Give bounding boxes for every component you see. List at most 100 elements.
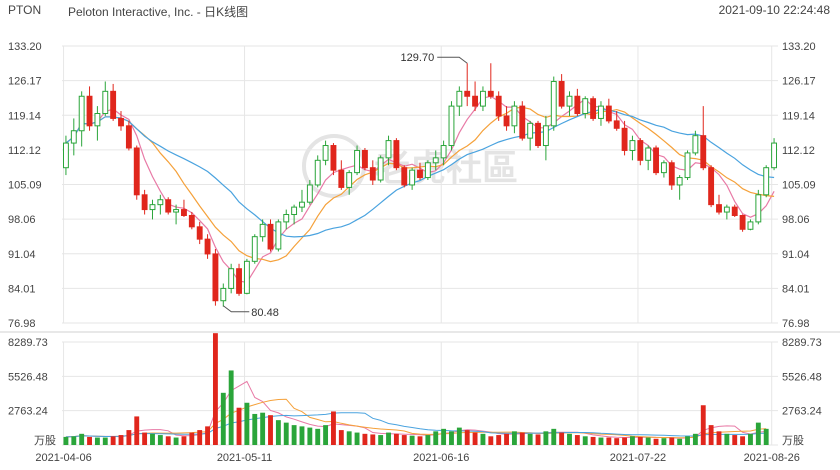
- candle-body: [542, 125, 549, 147]
- candle: [78, 91, 85, 147]
- candle-body: [251, 236, 258, 262]
- price-tick-label-left: 76.98: [8, 318, 36, 330]
- volume-unit-right: 万股: [782, 434, 804, 447]
- volume-bar: [685, 436, 690, 445]
- volume-bar: [378, 435, 384, 445]
- volume-tick-label-left: 5526.48: [8, 371, 48, 383]
- volume-bar: [79, 433, 85, 445]
- candle-body: [582, 98, 589, 115]
- candle-body: [259, 223, 266, 238]
- price-tick-label-right: 91.04: [782, 249, 810, 261]
- candle: [118, 111, 124, 131]
- volume-bar: [590, 436, 596, 445]
- candle-body: [566, 95, 573, 107]
- volume-bar: [653, 438, 659, 445]
- price-tick-label-right: 119.14: [782, 110, 815, 122]
- candle: [708, 165, 715, 208]
- candle: [487, 63, 494, 99]
- volume-bar: [763, 428, 769, 445]
- candle-body: [731, 206, 738, 216]
- volume-bar: [212, 333, 218, 445]
- candle: [220, 283, 227, 307]
- volume-bar: [543, 431, 549, 445]
- volume-bar: [622, 437, 628, 445]
- candle: [495, 91, 502, 121]
- volume-bar: [268, 415, 273, 445]
- candle: [566, 91, 573, 116]
- candle-body: [196, 226, 203, 240]
- candle-body: [590, 98, 597, 119]
- volume-tick-label-right: 2763.24: [782, 406, 822, 418]
- volume-bar: [205, 426, 210, 445]
- volume-bar: [323, 425, 329, 445]
- date-tick-label: 2021-04-06: [35, 452, 91, 464]
- volume-bar: [433, 431, 439, 445]
- candle: [94, 106, 101, 141]
- volume-bar: [724, 433, 730, 445]
- candle-body: [70, 130, 77, 144]
- candle-body: [204, 238, 211, 255]
- volume-bar: [630, 436, 635, 445]
- candle: [393, 138, 400, 171]
- volume-bar: [645, 437, 651, 445]
- candle: [196, 221, 203, 245]
- candle-body: [653, 147, 659, 174]
- candle: [480, 86, 486, 112]
- price-tick-label-left: 119.14: [8, 110, 41, 122]
- candle: [141, 189, 148, 215]
- volume-bar: [755, 422, 761, 445]
- candle-body: [708, 167, 715, 206]
- volume-bar: [291, 425, 297, 445]
- volume-bar: [142, 432, 148, 445]
- chart-title: Peloton Interactive, Inc. - 日K线图: [68, 5, 249, 19]
- candle: [417, 162, 423, 181]
- candle: [653, 145, 659, 176]
- volume-bar: [417, 436, 423, 445]
- candle-body: [535, 122, 541, 147]
- volume-bar: [692, 433, 698, 445]
- volume-bar: [173, 437, 179, 445]
- volume-bar: [472, 432, 478, 445]
- price-tick-label-right: 105.09: [782, 180, 816, 192]
- volume-bar: [346, 431, 352, 445]
- candle-body: [495, 95, 502, 117]
- high-annotation-leader: [437, 56, 468, 64]
- candle-body: [149, 204, 156, 211]
- candle: [771, 138, 778, 171]
- candle: [338, 160, 345, 190]
- candle: [204, 234, 211, 259]
- candle: [519, 101, 526, 141]
- volume-bar: [236, 407, 242, 445]
- volume-bar: [275, 420, 281, 445]
- candle-body: [755, 194, 762, 223]
- volume-bar: [677, 438, 683, 445]
- candle: [157, 194, 164, 215]
- candle-body: [236, 268, 242, 294]
- candle-body: [574, 95, 581, 115]
- candle-body: [613, 120, 620, 129]
- candle-body: [558, 80, 565, 107]
- candle-body: [291, 206, 298, 216]
- candle: [747, 219, 754, 231]
- candle: [70, 118, 77, 156]
- candle: [330, 143, 337, 176]
- candle: [550, 76, 557, 131]
- candle: [448, 101, 455, 151]
- price-tick-label-right: 133.20: [782, 41, 816, 53]
- candle-body: [448, 105, 455, 147]
- candle: [236, 263, 242, 296]
- candle: [346, 170, 353, 195]
- candle: [228, 263, 235, 294]
- volume-bar: [307, 427, 313, 445]
- volume-unit-left: 万股: [34, 434, 56, 447]
- candle-body: [314, 159, 321, 186]
- volume-bar: [606, 437, 612, 445]
- volume-bar: [409, 435, 415, 445]
- candle-body: [716, 204, 722, 213]
- volume-bar: [197, 430, 203, 445]
- candle: [464, 63, 471, 107]
- candle: [322, 140, 329, 166]
- volume-bar: [582, 436, 588, 445]
- volume-bar: [165, 436, 171, 445]
